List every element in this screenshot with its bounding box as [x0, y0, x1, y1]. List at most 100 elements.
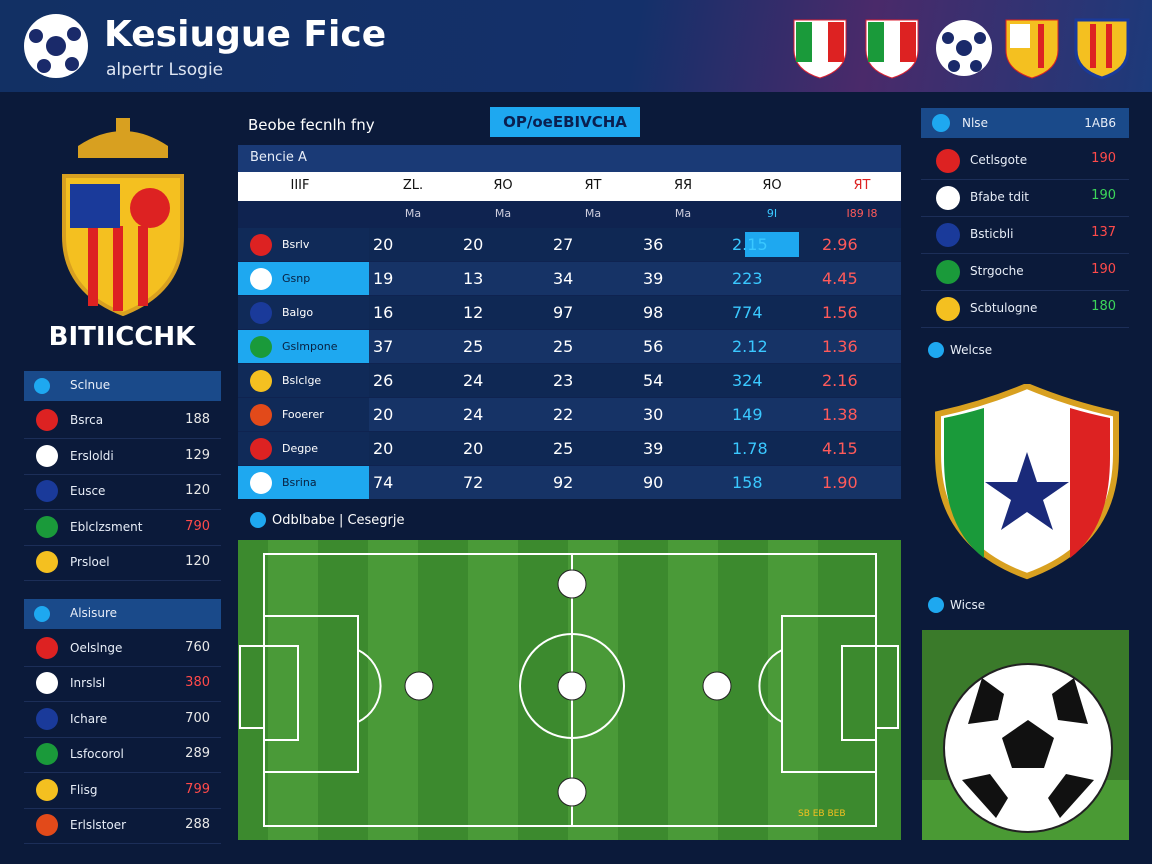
item-name: Eblclzsment: [70, 519, 143, 534]
team-name: Bsrlv: [282, 238, 310, 251]
list-row: [921, 143, 1129, 180]
icon: [36, 480, 58, 502]
row-bg: [369, 398, 901, 431]
icon: [932, 114, 950, 132]
cell: 20: [373, 405, 394, 424]
list-row: [24, 510, 221, 546]
pitch: SB EB BEB: [238, 540, 901, 840]
icon: [36, 814, 58, 836]
row-bg: [369, 262, 901, 295]
icon: [936, 297, 960, 321]
cell: 2.96: [822, 235, 858, 254]
team-name: Gslmpone: [282, 340, 338, 353]
icon: [936, 223, 960, 247]
table-caption: Bencie A: [250, 150, 307, 165]
cell: 25: [553, 337, 574, 356]
item-name: Inrslsl: [70, 676, 106, 690]
right-label-2-wrap: Wicse: [928, 597, 985, 613]
team-name: Bslclge: [282, 374, 322, 387]
list-row: [24, 439, 221, 475]
column-subheader: Ma: [674, 207, 692, 220]
icon: [36, 551, 58, 573]
list-row: [24, 631, 221, 667]
cell: 37: [373, 337, 394, 356]
icon: [36, 515, 58, 538]
cell: 13: [463, 269, 484, 288]
item-value: 380: [185, 675, 210, 690]
cell: 20: [463, 439, 484, 458]
cell: 1.78: [732, 439, 768, 458]
icon: [936, 260, 960, 284]
row-bg: [369, 432, 901, 465]
cell: 72: [463, 473, 484, 492]
cell: 25: [553, 439, 574, 458]
item-name: Ersloldi: [70, 448, 114, 463]
icon: [36, 707, 58, 730]
icon: [36, 778, 58, 801]
item-name: Bsrca: [70, 413, 104, 427]
cell: 56: [643, 337, 664, 356]
item-name: Ichare: [70, 711, 108, 726]
icon: [250, 438, 272, 460]
cell: 98: [643, 303, 664, 322]
list-row: [24, 666, 221, 702]
cell: 30: [643, 405, 664, 424]
column-header: ЯT: [853, 178, 871, 193]
pitch-note: SB EB BEB: [798, 809, 846, 819]
row-bg: [369, 330, 901, 363]
icon: [250, 472, 272, 494]
item-name: Eusce: [70, 484, 106, 498]
team-name: Gsnp: [282, 272, 311, 285]
team-name: Fooerer: [282, 408, 324, 421]
column-subheader: Ma: [584, 207, 602, 220]
item-name: Prsloel: [70, 555, 110, 569]
icon: [250, 370, 272, 392]
row-bg: [369, 364, 901, 397]
item-name: Bsticbli: [970, 227, 1014, 241]
row-bg: [369, 228, 901, 261]
icon: [36, 444, 58, 467]
cell: 24: [463, 371, 484, 390]
table-header-bar: [238, 172, 901, 201]
icon: [34, 605, 50, 622]
cell: 97: [553, 303, 574, 322]
list-row: [24, 545, 221, 581]
cell: 1.38: [822, 405, 858, 424]
cell: 1.36: [822, 337, 858, 356]
column-header: ЯO: [762, 178, 782, 193]
column-subheader: I89 I8: [846, 207, 878, 220]
row-bg: [369, 296, 901, 329]
icon: [250, 404, 272, 426]
column-subheader: Ma: [404, 207, 422, 220]
subtitle: alpertr Lsogie: [106, 60, 224, 80]
column-header: ZL.: [402, 178, 424, 193]
list-row: [24, 403, 221, 439]
cell: 324: [732, 371, 763, 390]
column-header: IIIF: [290, 178, 310, 193]
big-crest: [935, 384, 1119, 580]
pitch-label-wrap: Odblbabe | Cesegrje: [250, 512, 405, 528]
column-header: ЯЯ: [673, 178, 693, 193]
team-name: Bsrina: [282, 476, 317, 489]
icon: [250, 302, 272, 324]
item-value: 760: [185, 639, 210, 655]
item-value: 288: [185, 817, 210, 832]
item-value: 190: [1091, 151, 1116, 166]
column-subheader: 9I: [766, 207, 778, 220]
icon: [928, 597, 944, 613]
cell: 149: [732, 405, 763, 424]
icon: [36, 672, 58, 694]
item-value: 799: [185, 781, 210, 797]
tab-button[interactable]: OP/oeEBIVCHA: [490, 107, 640, 137]
section-header-bar: [24, 371, 221, 401]
icon: [250, 234, 272, 256]
cell: 26: [373, 371, 394, 390]
item-value: 120: [185, 554, 210, 569]
icon: [36, 636, 58, 659]
icon: [36, 743, 58, 765]
item-value: 289: [185, 746, 210, 761]
item-name: Oelslnge: [70, 640, 123, 655]
cell: 92: [553, 473, 574, 492]
item-value: 700: [185, 710, 210, 726]
cell-highlight: [745, 232, 799, 257]
